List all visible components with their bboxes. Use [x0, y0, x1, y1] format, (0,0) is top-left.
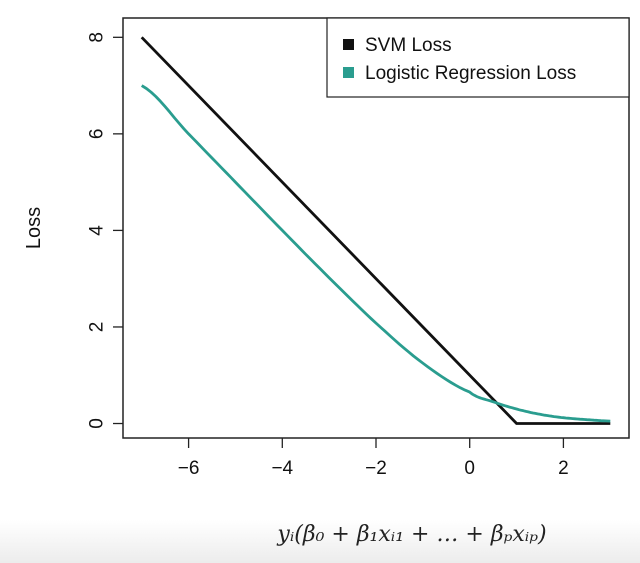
bottom-shade [0, 520, 640, 563]
x-tick-label: 0 [464, 458, 475, 479]
legend-swatch [343, 67, 354, 78]
legend-label: SVM Loss [365, 35, 452, 56]
x-tick-label: −6 [178, 458, 200, 479]
x-tick-label: 2 [558, 458, 569, 479]
y-tick-label: 4 [87, 225, 108, 236]
y-tick-label: 2 [87, 322, 108, 333]
x-tick-label: −2 [365, 458, 387, 479]
x-tick-label: −4 [271, 458, 293, 479]
x-axis-title: yᵢ(β₀ + β₁xᵢ₁ + … + βₚxᵢₚ) [276, 522, 546, 547]
logistic-regression-loss-line [140, 84, 611, 423]
y-axis: 0 2 4 6 8 [87, 32, 123, 429]
svm-loss-line [140, 36, 611, 425]
x-axis: −6 −4 −2 0 2 [178, 438, 569, 479]
legend: SVM Loss Logistic Regression Loss [326, 17, 630, 98]
legend-label: Logistic Regression Loss [365, 63, 576, 84]
legend-box [326, 17, 630, 98]
y-tick-label: 8 [87, 32, 108, 43]
y-tick-label: 6 [87, 129, 108, 140]
series-layer [140, 36, 611, 425]
legend-swatch [343, 39, 354, 50]
y-axis-title: Loss [23, 207, 45, 249]
y-tick-label: 0 [87, 418, 108, 429]
